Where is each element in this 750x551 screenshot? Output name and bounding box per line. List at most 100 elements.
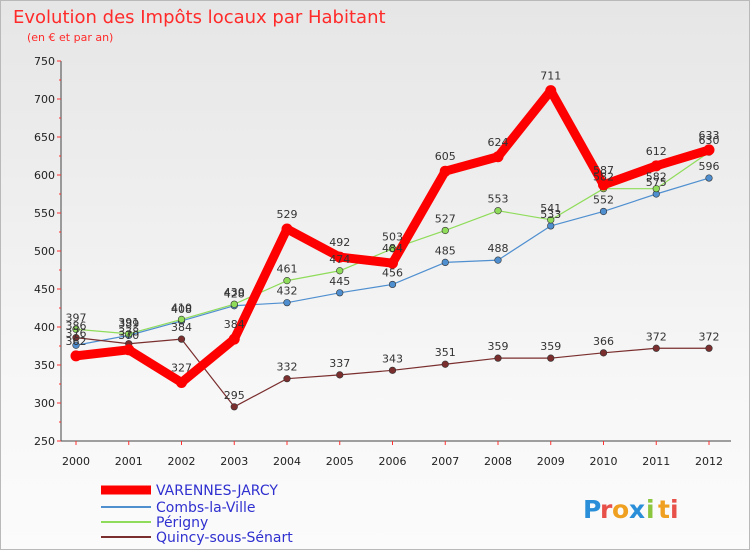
data-label: 445 [329,275,350,288]
x-tick-label: 2010 [590,455,618,468]
data-point [334,251,346,263]
data-label: 596 [699,160,720,173]
data-point [492,151,504,163]
data-label: 362 [66,335,87,348]
data-point [545,85,557,97]
x-tick-label: 2012 [695,455,723,468]
data-point [705,174,713,182]
data-point [72,325,80,333]
x-tick-label: 2011 [642,455,670,468]
data-label: 711 [540,70,561,83]
logo-letter: t [658,495,670,524]
data-label: 633 [699,129,720,142]
y-tick-label: 700 [34,93,55,106]
data-label: 376 [66,327,87,340]
data-point [652,185,660,193]
logo-letter: r [600,495,613,524]
data-label: 343 [382,352,403,365]
logo-letter: x [629,495,645,524]
data-label: 378 [118,326,139,339]
x-tick-label: 2000 [62,455,90,468]
y-tick-label: 550 [34,207,55,220]
y-tick-label: 650 [34,131,55,144]
legend-label: Quincy-sous-Sénart [156,530,293,546]
data-label: 575 [646,176,667,189]
data-label: 389 [118,317,139,330]
data-label: 527 [435,212,456,225]
x-tick-label: 2007 [431,455,459,468]
data-label: 552 [593,193,614,206]
y-tick-label: 400 [34,321,55,334]
data-label: 366 [593,335,614,348]
data-point [494,354,502,362]
data-label: 488 [488,242,509,255]
data-point [388,366,397,374]
data-label: 428 [224,288,245,301]
data-point [547,222,555,230]
data-label: 630 [699,134,720,147]
x-tick-label: 2006 [379,455,407,468]
data-label: 624 [488,136,509,149]
data-point [228,333,240,345]
data-point [494,207,502,215]
data-point [336,371,344,379]
data-label: 397 [66,311,87,324]
data-point [72,341,80,349]
data-label: 461 [277,263,298,276]
series-group [70,85,715,411]
data-label: 351 [435,346,456,359]
logo-letter: o [612,495,629,524]
data-point [283,277,291,285]
data-point [281,223,293,235]
data-label: 332 [277,361,298,374]
x-tick-label: 2001 [115,455,143,468]
data-point [230,300,238,308]
data-point [439,165,451,177]
data-label: 384 [171,321,192,334]
data-label: 484 [382,242,403,255]
data-point [72,334,80,342]
data-point [123,344,135,356]
data-point [441,258,449,267]
data-label: 370 [118,329,139,342]
chart-title: Evolution des Impôts locaux par Habitant [13,7,386,28]
x-tick-label: 2008 [484,455,512,468]
data-label: 605 [435,150,456,163]
legend: VARENNES-JARCYCombs-la-VillePérignyQuinc… [101,483,293,546]
data-label: 529 [277,208,298,221]
data-label: 587 [593,164,614,177]
data-point [283,375,291,383]
y-tick-label: 450 [34,283,55,296]
data-point [177,335,186,343]
data-label: 533 [540,208,561,221]
data-label: 372 [646,330,667,343]
y-tick-label: 500 [34,245,55,258]
chart-subtitle: (en € et par an) [27,31,113,44]
data-point [177,315,186,324]
data-label: 503 [382,231,403,244]
data-label: 386 [66,320,87,333]
y-tick-label: 600 [34,169,55,182]
y-tick-label: 250 [34,435,55,448]
axes: 250 300 350 400 450 500 550 600 650 700 750 2000 200… [34,55,731,468]
y-tick-label: 300 [34,397,55,410]
y-tick-label: 750 [34,55,55,68]
logo-letter: i [646,495,655,524]
data-point [176,376,187,388]
data-label: 456 [382,266,403,279]
data-point [336,289,344,297]
x-tick-label: 2002 [168,455,196,468]
data-label: 612 [646,145,667,158]
data-point [387,257,398,269]
data-point [599,349,608,357]
data-label: 295 [224,389,245,402]
data-label: 391 [118,316,139,329]
data-point [599,207,608,216]
data-label: 492 [329,236,350,249]
legend-label: VARENNES-JARCY [156,483,278,499]
data-point [388,280,397,289]
data-point [336,267,344,275]
data-label: 432 [277,285,298,298]
